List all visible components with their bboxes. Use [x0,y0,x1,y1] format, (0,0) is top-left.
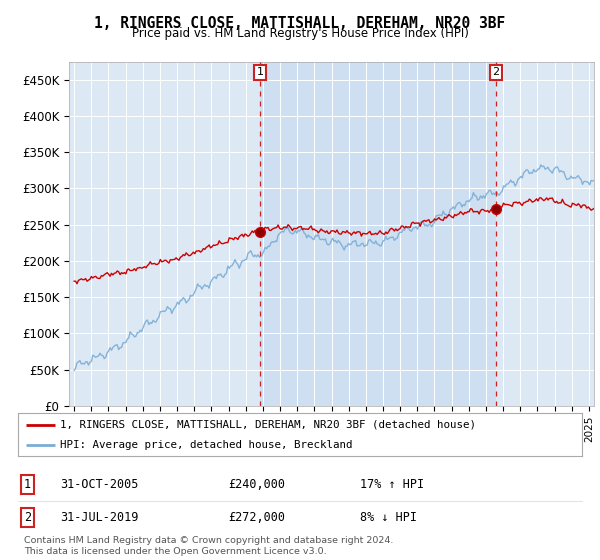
Text: HPI: Average price, detached house, Breckland: HPI: Average price, detached house, Brec… [60,440,353,450]
Text: £240,000: £240,000 [228,478,285,491]
Text: 2: 2 [493,67,499,77]
Text: £272,000: £272,000 [228,511,285,524]
Text: 1: 1 [256,67,263,77]
Text: Contains HM Land Registry data © Crown copyright and database right 2024.
This d: Contains HM Land Registry data © Crown c… [24,536,394,556]
Text: 1: 1 [24,478,31,491]
Text: 1, RINGERS CLOSE, MATTISHALL, DEREHAM, NR20 3BF: 1, RINGERS CLOSE, MATTISHALL, DEREHAM, N… [94,16,506,31]
Text: Price paid vs. HM Land Registry's House Price Index (HPI): Price paid vs. HM Land Registry's House … [131,27,469,40]
Text: 2: 2 [24,511,31,524]
Text: 17% ↑ HPI: 17% ↑ HPI [360,478,424,491]
Text: 31-OCT-2005: 31-OCT-2005 [60,478,139,491]
Text: 31-JUL-2019: 31-JUL-2019 [60,511,139,524]
Text: 8% ↓ HPI: 8% ↓ HPI [360,511,417,524]
Bar [260,62,496,406]
Text: 1, RINGERS CLOSE, MATTISHALL, DEREHAM, NR20 3BF (detached house): 1, RINGERS CLOSE, MATTISHALL, DEREHAM, N… [60,419,476,430]
